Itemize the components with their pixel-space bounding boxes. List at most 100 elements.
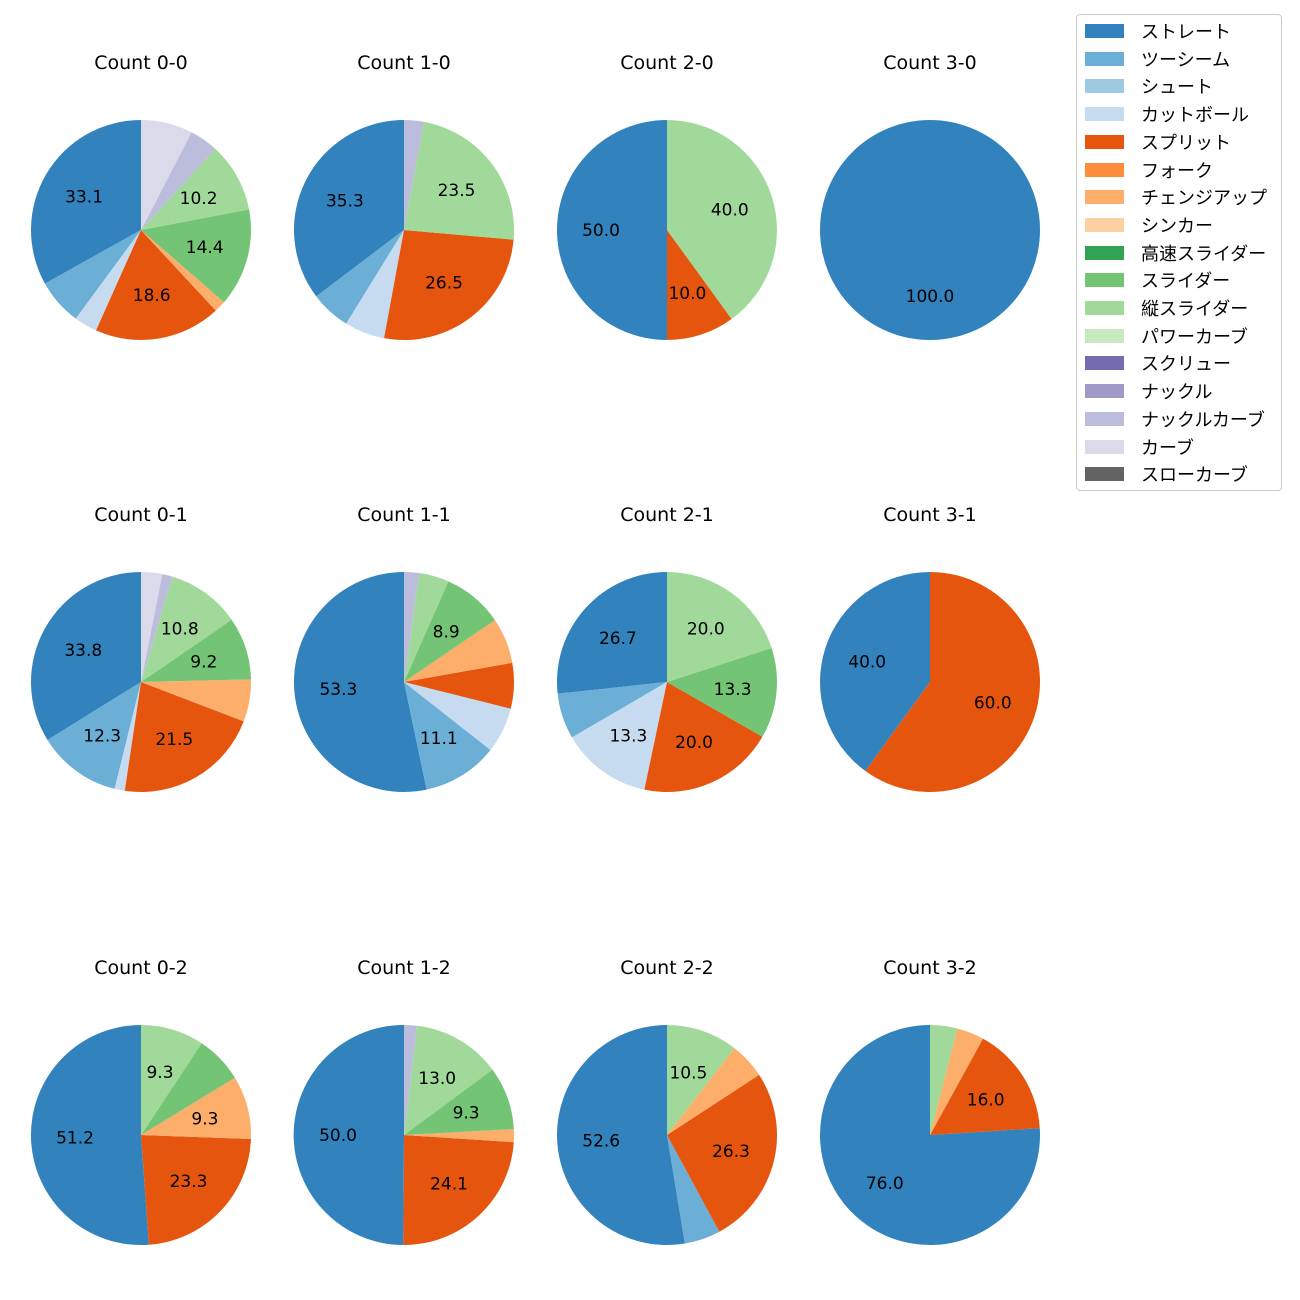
legend-swatch: [1085, 162, 1124, 177]
slice-label: 20.0: [675, 733, 713, 753]
legend-label: カットボール: [1141, 105, 1249, 127]
pie-slice: [404, 620, 513, 682]
pie-slice: [404, 1025, 418, 1135]
pie-slice: [141, 132, 216, 230]
pie-slice: [293, 572, 427, 792]
pie-slice: [819, 1025, 1040, 1246]
pie-slice: [930, 1025, 958, 1135]
pie-slice: [141, 1025, 202, 1135]
slice-label: 13.3: [714, 680, 752, 700]
legend-swatch: [1085, 190, 1124, 205]
legend-swatch: [1085, 384, 1124, 399]
legend-swatch: [1085, 245, 1124, 260]
legend-label: スライダー: [1141, 271, 1231, 293]
slice-label: 20.0: [687, 620, 725, 640]
pie-slice: [384, 230, 514, 340]
slice-label: 26.5: [425, 274, 463, 294]
legend-label: スクリュー: [1141, 354, 1231, 376]
slice-label: 13.3: [609, 727, 647, 747]
slice-label: 51.2: [56, 1128, 94, 1148]
slice-label: 9.2: [190, 653, 217, 673]
pie-title: Count 0-2: [94, 957, 188, 979]
pie-1: Count 0-0 33.1 18.6 14.4 10.2: [30, 52, 251, 341]
slice-label: 76.0: [866, 1174, 904, 1194]
slice-label: 9.3: [146, 1063, 173, 1083]
pie-slice: [404, 682, 491, 790]
pie-slice: [571, 682, 667, 790]
legend-swatch: [1085, 328, 1124, 343]
pie-slice: [557, 572, 667, 694]
pie-slice: [404, 581, 495, 682]
pie-slice: [293, 1024, 404, 1245]
pie-slice: [557, 1025, 685, 1246]
pie-slice: [141, 1135, 251, 1245]
pie-title: Count 1-1: [357, 504, 451, 526]
legend-label: シンカー: [1141, 215, 1213, 237]
legend-item: ナックルカーブ: [1085, 407, 1265, 431]
pie-slice: [293, 119, 404, 297]
pie-slice: [141, 619, 251, 682]
pie-title: Count 1-2: [357, 957, 451, 979]
pie-slice: [141, 230, 224, 311]
pie-title: Count 3-0: [883, 52, 977, 74]
pie-slice: [667, 1074, 777, 1232]
pie-slice: [44, 230, 141, 319]
legend-item: シンカー: [1085, 213, 1213, 237]
pie-title: Count 0-0: [94, 52, 188, 74]
pie-11: Count 2-2 52.6 26.3 10.5: [557, 957, 777, 1246]
legend-label: スプリット: [1141, 132, 1231, 154]
legend-item: スライダー: [1085, 268, 1230, 292]
pie-title: Count 1-0: [357, 52, 451, 74]
pie-10: Count 1-2 50.0 24.1 9.3 13.0: [293, 957, 514, 1246]
pie-slice: [75, 230, 141, 331]
slice-label: 9.3: [191, 1109, 218, 1129]
slice-label: 18.6: [133, 286, 171, 306]
pie-8: Count 3-1 40.0 60.0: [819, 504, 1040, 792]
pie-title: Count 2-2: [620, 957, 714, 979]
legend-label: カーブ: [1141, 437, 1194, 459]
pie-slice: [404, 121, 514, 240]
pie-slice: [819, 572, 930, 771]
slice-label: 100.0: [906, 287, 955, 307]
pie-slice: [346, 230, 404, 339]
pie-slice: [96, 230, 216, 341]
legend-item: ツーシーム: [1085, 47, 1230, 71]
pie-9: Count 0-2 51.2 23.3 9.3 9.3: [30, 957, 252, 1245]
legend-item: スクリュー: [1085, 351, 1231, 375]
pie-title: Count 2-0: [620, 52, 714, 74]
legend-swatch: [1085, 134, 1124, 149]
legend-swatch: [1085, 24, 1124, 38]
pie-slice: [141, 572, 163, 682]
pie-slice: [404, 1069, 514, 1135]
legend-label: フォーク: [1141, 160, 1213, 182]
pie-slice: [667, 648, 778, 737]
pie-slice: [404, 1025, 493, 1135]
legend-item: チェンジアップ: [1085, 185, 1267, 209]
legend-label: シュート: [1141, 77, 1213, 99]
legend-label: ナックル: [1141, 382, 1213, 404]
legend-label: パワーカーブ: [1141, 326, 1248, 348]
slice-label: 53.3: [319, 680, 357, 700]
pie-slice: [404, 120, 424, 230]
pie-3: Count 2-0 50.0 10.0 40.0: [557, 52, 778, 340]
pie-slice: [316, 230, 404, 324]
slice-label: 10.2: [180, 189, 218, 209]
pie-slice: [30, 1025, 149, 1245]
slice-label: 9.3: [453, 1104, 480, 1124]
pie-4: Count 3-0 100.0: [820, 52, 1040, 340]
pie-title: Count 3-1: [883, 504, 977, 526]
pie-slice: [930, 1038, 1040, 1135]
pie-12: Count 3-2 76.0 16.0: [819, 957, 1040, 1246]
legend-item: 高速スライダー: [1085, 241, 1266, 265]
legend-label: スローカーブ: [1141, 465, 1248, 487]
slice-label: 11.1: [420, 729, 458, 749]
slice-label: 12.3: [83, 726, 121, 746]
legend-item: スプリット: [1085, 130, 1231, 154]
slice-label: 50.0: [319, 1126, 357, 1146]
pie-title: Count 2-1: [620, 504, 714, 526]
legend-swatch: [1085, 217, 1124, 232]
pie-slice: [124, 682, 244, 792]
pie-slice: [141, 148, 250, 230]
slice-label: 40.0: [711, 201, 749, 221]
pie-2: Count 1-0 35.3 26.5 23.5: [293, 52, 514, 340]
